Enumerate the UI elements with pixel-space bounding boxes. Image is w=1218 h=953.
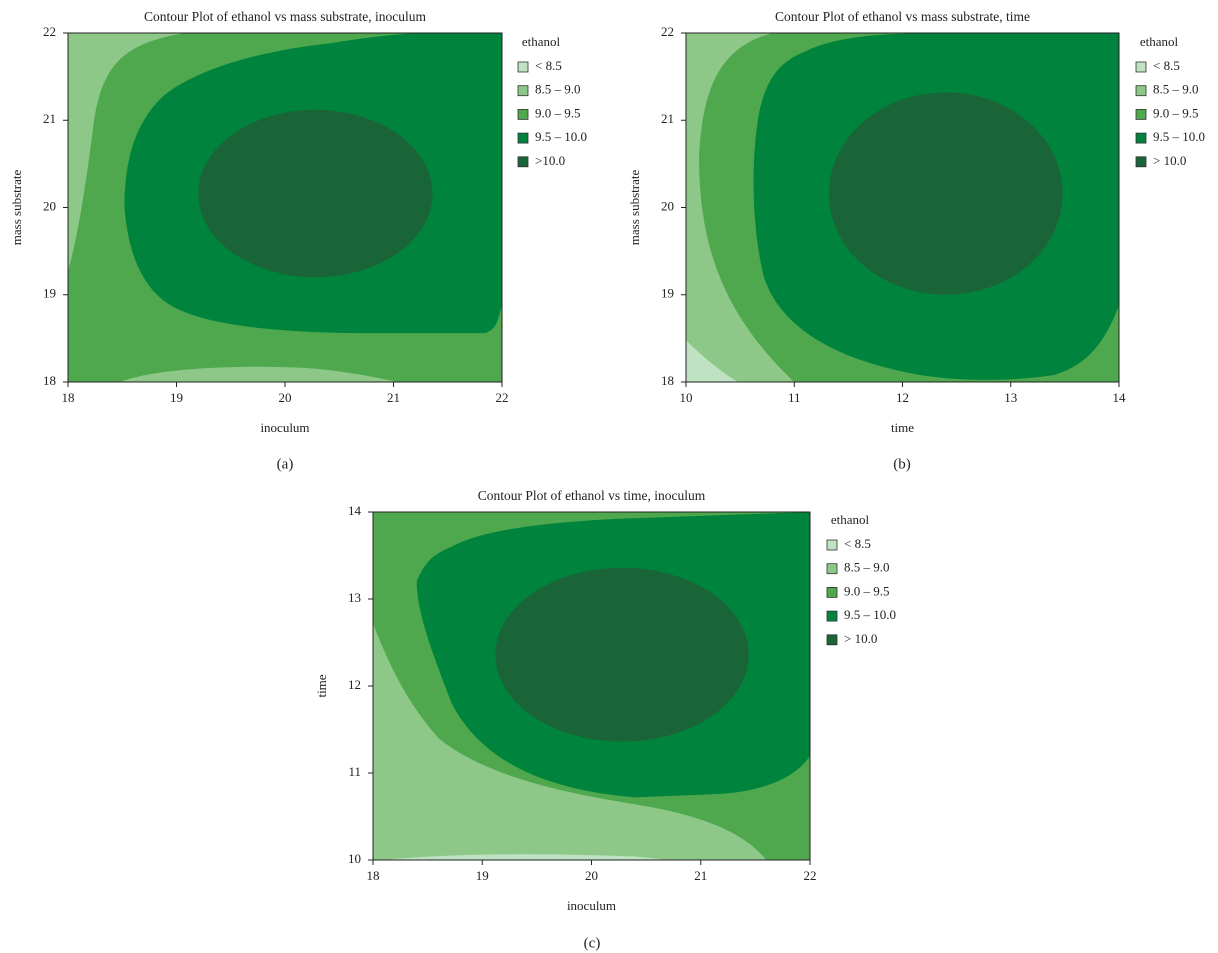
x-tick-label: 14 (1113, 390, 1127, 405)
contour-plot (68, 33, 503, 382)
chart-title: Contour Plot of ethanol vs time, inoculu… (478, 488, 706, 503)
y-tick-label: 11 (348, 764, 361, 779)
y-tick-label: 22 (43, 24, 56, 39)
x-tick-label: 11 (788, 390, 801, 405)
legend-swatch (517, 132, 529, 144)
x-tick-label: 22 (804, 868, 817, 883)
legend-label: 8.5 – 9.0 (1153, 82, 1199, 97)
legend-swatch (1135, 85, 1147, 97)
chart-title: Contour Plot of ethanol vs mass substrat… (144, 9, 426, 24)
y-tick-label: 18 (661, 373, 674, 388)
x-tick-label: 20 (585, 868, 598, 883)
x-tick-label: 10 (680, 390, 693, 405)
x-tick-label: 20 (279, 390, 292, 405)
legend-swatch (1135, 109, 1147, 120)
contour-region (686, 33, 795, 382)
panel-label: (c) (584, 935, 601, 951)
x-tick-label: 18 (62, 390, 75, 405)
legend-label: > 10.0 (1153, 153, 1186, 168)
x-tick-label: 22 (496, 390, 509, 405)
contour-plot (373, 512, 810, 860)
x-tick-label: 12 (896, 390, 909, 405)
legend-label: 9.0 – 9.5 (535, 105, 581, 120)
legend-label: 9.5 – 10.0 (844, 607, 896, 622)
contour-region (495, 567, 749, 742)
y-tick-label: 10 (348, 851, 361, 866)
y-axis-label: mass substrate (627, 170, 642, 246)
y-tick-label: 13 (348, 590, 361, 605)
y-tick-label: 22 (661, 24, 674, 39)
contour-chart: Contour Plot of ethanol vs mass substrat… (9, 9, 587, 472)
contour-region (120, 366, 398, 382)
legend-label: 8.5 – 9.0 (844, 560, 890, 575)
panel-label: (b) (893, 456, 911, 472)
x-axis-label: time (891, 420, 914, 435)
legend-swatch (826, 634, 838, 646)
legend-label: 9.5 – 10.0 (535, 129, 587, 144)
legend-title: ethanol (831, 512, 870, 527)
y-axis-label: mass substrate (9, 170, 24, 246)
contour-plot (686, 33, 1119, 382)
legend-label: 9.0 – 9.5 (1153, 105, 1199, 120)
legend-label: 9.5 – 10.0 (1153, 129, 1205, 144)
legend-title: ethanol (522, 34, 561, 49)
contour-region (373, 623, 767, 860)
y-tick-label: 20 (661, 198, 674, 213)
legend-label: > 10.0 (844, 631, 877, 646)
x-tick-label: 21 (387, 390, 400, 405)
y-tick-label: 19 (661, 286, 674, 301)
legend-swatch (1135, 156, 1147, 168)
y-tick-label: 18 (43, 373, 56, 388)
legend-label: 9.0 – 9.5 (844, 583, 890, 598)
x-tick-label: 19 (476, 868, 489, 883)
legend-label: < 8.5 (1153, 58, 1180, 73)
y-tick-label: 12 (348, 677, 361, 692)
y-tick-label: 20 (43, 198, 56, 213)
legend-label: < 8.5 (535, 58, 562, 73)
contour-region (198, 109, 433, 278)
x-axis-label: inoculum (260, 420, 309, 435)
contour-chart: Contour Plot of ethanol vs time, inoculu… (314, 488, 896, 951)
x-tick-label: 13 (1004, 390, 1017, 405)
legend-swatch (826, 539, 838, 551)
legend-swatch (826, 587, 838, 598)
y-tick-label: 14 (348, 503, 362, 518)
y-tick-label: 19 (43, 286, 56, 301)
legend-label: < 8.5 (844, 536, 871, 551)
x-axis-label: inoculum (567, 898, 616, 913)
contour-chart: Contour Plot of ethanol vs mass substrat… (627, 9, 1205, 472)
contour-region (686, 340, 738, 382)
y-tick-label: 21 (661, 111, 674, 126)
panel-label: (a) (277, 456, 294, 472)
chart-title: Contour Plot of ethanol vs mass substrat… (775, 9, 1030, 24)
x-tick-label: 18 (367, 868, 380, 883)
legend-swatch (1135, 61, 1147, 73)
x-tick-label: 21 (694, 868, 707, 883)
legend-swatch (517, 156, 529, 168)
legend-swatch (1135, 132, 1147, 144)
contour-region (828, 92, 1063, 295)
legend-title: ethanol (1140, 34, 1179, 49)
legend-swatch (517, 85, 529, 97)
y-axis-label: time (314, 674, 329, 697)
x-tick-label: 19 (170, 390, 183, 405)
legend-swatch (826, 563, 838, 575)
legend-label: 8.5 – 9.0 (535, 82, 581, 97)
legend-label: >10.0 (535, 153, 565, 168)
contour-region (381, 854, 671, 860)
legend-swatch (517, 61, 529, 73)
y-tick-label: 21 (43, 111, 56, 126)
legend-swatch (517, 109, 529, 120)
contour-region (68, 33, 186, 271)
legend-swatch (826, 610, 838, 622)
